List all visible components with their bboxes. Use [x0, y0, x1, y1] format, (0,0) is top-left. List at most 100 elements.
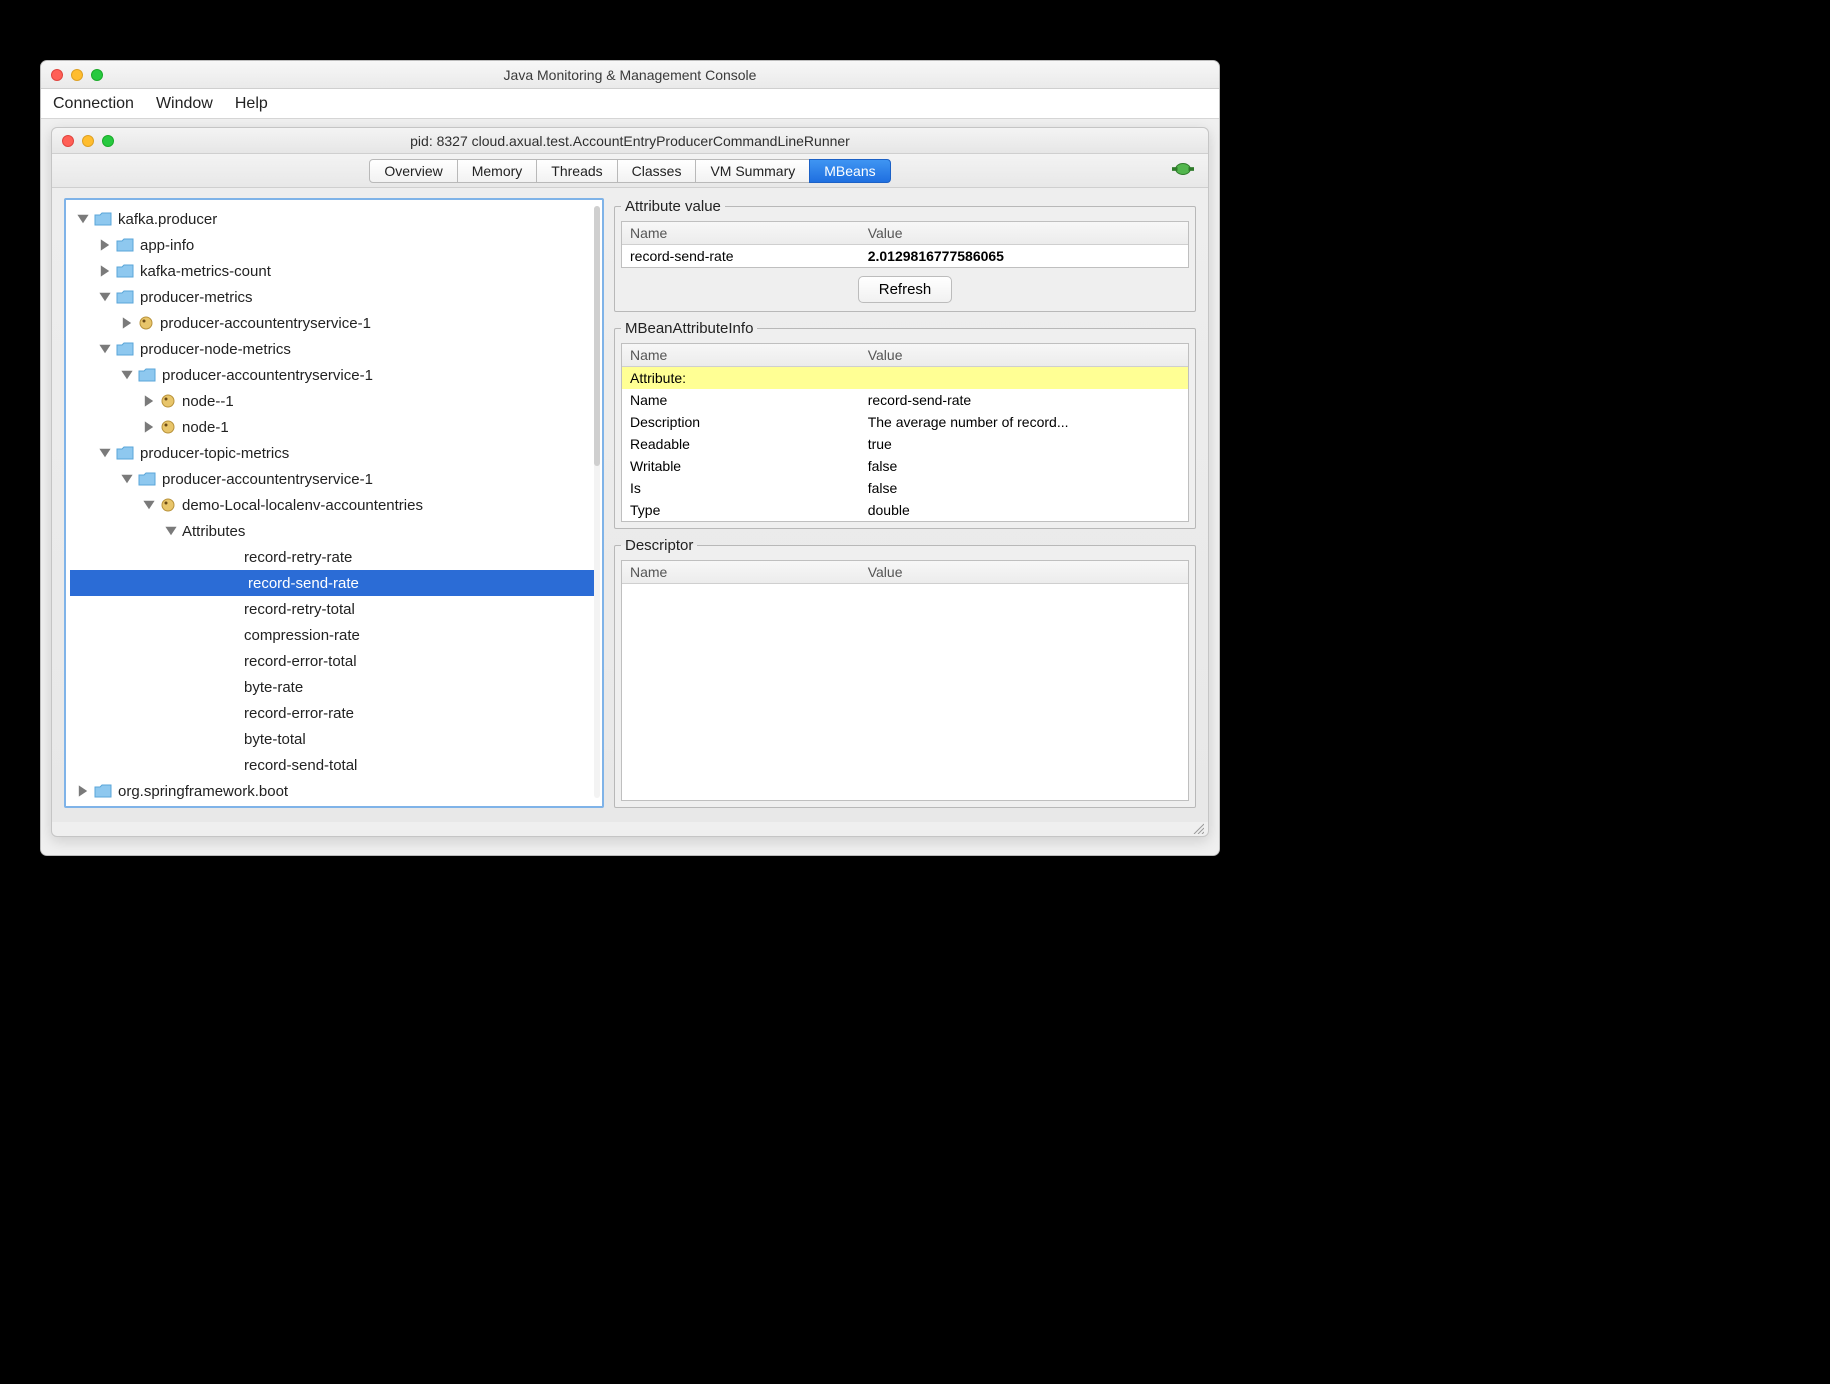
tree-node[interactable]: compression-rate — [70, 622, 598, 648]
col-header-name: Name — [622, 561, 860, 583]
tab-overview[interactable]: Overview — [369, 159, 457, 183]
tree-node[interactable]: producer-topic-metrics — [70, 440, 598, 466]
tree-node[interactable]: record-send-total — [70, 752, 598, 778]
table-row[interactable]: Typedouble — [622, 499, 1188, 521]
disclosure-down-icon[interactable] — [120, 368, 134, 382]
tree-node[interactable]: producer-node-metrics — [70, 336, 598, 362]
disclosure-down-icon[interactable] — [142, 498, 156, 512]
disclosure-right-icon[interactable] — [142, 394, 156, 408]
info-name-cell: Type — [622, 499, 860, 521]
tree-node-label: producer-node-metrics — [140, 341, 291, 358]
info-value-cell: record-send-rate — [860, 389, 1188, 411]
tree-node[interactable]: Attributes — [70, 518, 598, 544]
disclosure-down-icon[interactable] — [98, 342, 112, 356]
table-row[interactable]: Isfalse — [622, 477, 1188, 499]
tab-vm-summary[interactable]: VM Summary — [695, 159, 810, 183]
menu-help[interactable]: Help — [235, 95, 268, 113]
refresh-button[interactable]: Refresh — [858, 276, 953, 303]
tab-memory[interactable]: Memory — [457, 159, 538, 183]
tree-node-label: node--1 — [182, 393, 234, 410]
disclosure-none-icon — [226, 732, 240, 746]
descriptor-table: Name Value — [621, 560, 1189, 801]
attribute-value-legend: Attribute value — [621, 198, 725, 215]
table-row[interactable]: Attribute: — [622, 367, 1188, 389]
tree-node-label: producer-topic-metrics — [140, 445, 289, 462]
table-row[interactable]: Readabletrue — [622, 433, 1188, 455]
resize-area — [52, 822, 1208, 836]
tree-node[interactable]: demo-Local-localenv-accountentries — [70, 492, 598, 518]
descriptor-legend: Descriptor — [621, 537, 697, 554]
tree-node-label: kafka.producer — [118, 211, 217, 228]
tree-node-label: producer-accountentryservice-1 — [162, 367, 373, 384]
bean-icon — [160, 393, 176, 409]
folder-icon — [94, 784, 112, 798]
tree-node[interactable]: node--1 — [70, 388, 598, 414]
info-value-cell: true — [860, 433, 1188, 455]
menu-connection[interactable]: Connection — [53, 95, 134, 113]
disclosure-down-icon[interactable] — [120, 472, 134, 486]
tree-node-label: record-send-total — [244, 757, 357, 774]
disclosure-right-icon[interactable] — [98, 238, 112, 252]
scrollbar-thumb[interactable] — [594, 206, 600, 466]
menu-window[interactable]: Window — [156, 95, 213, 113]
table-row[interactable]: Namerecord-send-rate — [622, 389, 1188, 411]
disclosure-down-icon[interactable] — [98, 446, 112, 460]
disclosure-none-icon — [226, 576, 240, 590]
resize-grip-icon[interactable] — [1190, 820, 1204, 834]
table-row[interactable]: DescriptionThe average number of record.… — [622, 411, 1188, 433]
tree-node[interactable]: kafka.producer — [70, 206, 598, 232]
folder-icon — [116, 342, 134, 356]
tree-node-label: record-retry-rate — [244, 549, 352, 566]
table-row[interactable]: record-send-rate 2.0129816777586065 — [622, 245, 1188, 267]
tree-node-label: record-error-rate — [244, 705, 354, 722]
bean-icon — [160, 497, 176, 513]
disclosure-right-icon[interactable] — [120, 316, 134, 330]
info-name-cell: Readable — [622, 433, 860, 455]
disclosure-right-icon[interactable] — [98, 264, 112, 278]
menubar: Connection Window Help — [41, 89, 1219, 119]
disclosure-right-icon[interactable] — [142, 420, 156, 434]
tab-threads[interactable]: Threads — [536, 159, 617, 183]
disclosure-down-icon[interactable] — [164, 524, 178, 538]
info-name-cell: Description — [622, 411, 860, 433]
info-name-cell: Attribute: — [622, 367, 860, 389]
col-header-value: Value — [860, 222, 1188, 244]
info-name-cell: Name — [622, 389, 860, 411]
right-column: Attribute value Name Value record-send-r… — [614, 198, 1196, 808]
tree-node[interactable]: record-retry-rate — [70, 544, 598, 570]
disclosure-none-icon — [226, 680, 240, 694]
tree-node[interactable]: byte-rate — [70, 674, 598, 700]
mbean-tree[interactable]: kafka.producer app-info kafka-metrics-coun… — [64, 198, 604, 808]
tree-node[interactable]: producer-accountentryservice-1 — [70, 466, 598, 492]
tree-node[interactable]: record-retry-total — [70, 596, 598, 622]
tree-node[interactable]: record-error-rate — [70, 700, 598, 726]
tree-node[interactable]: byte-total — [70, 726, 598, 752]
col-header-name: Name — [622, 344, 860, 366]
tree-node[interactable]: record-error-total — [70, 648, 598, 674]
folder-icon — [116, 446, 134, 460]
tree-node-label: producer-metrics — [140, 289, 253, 306]
tree-node[interactable]: app-info — [70, 232, 598, 258]
tree-node[interactable]: producer-metrics — [70, 284, 598, 310]
tree-node-label: kafka-metrics-count — [140, 263, 271, 280]
disclosure-down-icon[interactable] — [76, 212, 90, 226]
folder-icon — [116, 290, 134, 304]
outer-window-title: Java Monitoring & Management Console — [41, 67, 1219, 83]
folder-icon — [138, 472, 156, 486]
tree-node[interactable]: record-send-rate — [70, 570, 598, 596]
tree-node[interactable]: org.springframework.boot — [70, 778, 598, 804]
folder-icon — [138, 368, 156, 382]
disclosure-right-icon[interactable] — [76, 784, 90, 798]
disclosure-none-icon — [226, 706, 240, 720]
table-row[interactable]: Writablefalse — [622, 455, 1188, 477]
folder-icon — [94, 212, 112, 226]
tree-node[interactable]: kafka-metrics-count — [70, 258, 598, 284]
tree-node[interactable]: producer-accountentryservice-1 — [70, 362, 598, 388]
mbean-attribute-info-legend: MBeanAttributeInfo — [621, 320, 757, 337]
tree-node[interactable]: producer-accountentryservice-1 — [70, 310, 598, 336]
tree-node-label: demo-Local-localenv-accountentries — [182, 497, 423, 514]
tree-node[interactable]: node-1 — [70, 414, 598, 440]
tab-classes[interactable]: Classes — [617, 159, 697, 183]
disclosure-down-icon[interactable] — [98, 290, 112, 304]
tab-mbeans[interactable]: MBeans — [809, 159, 890, 183]
